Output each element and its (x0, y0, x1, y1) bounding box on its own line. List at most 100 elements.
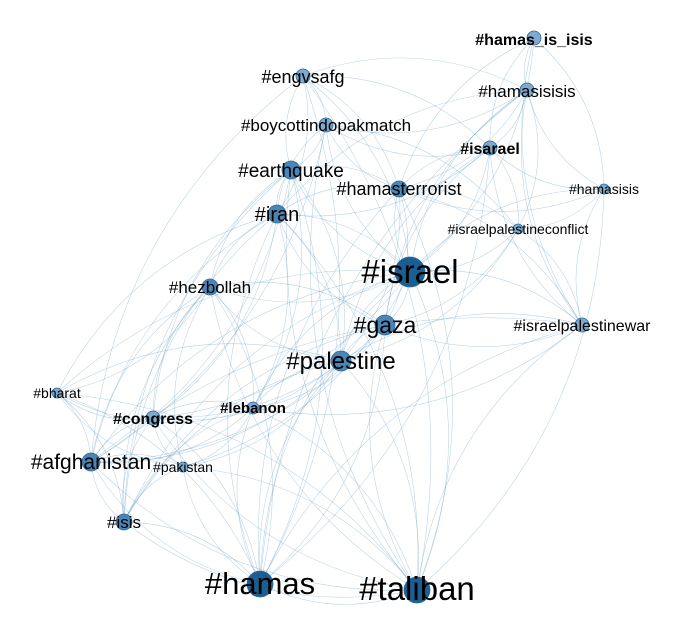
edge-palestine-bharat (56, 343, 342, 394)
edge-taliban-hamasisis (416, 188, 605, 591)
edge-iran-isarael (276, 147, 491, 217)
edge-hamasterrorist-engvsafg (302, 75, 400, 190)
edge-palestine-earthquake (290, 169, 345, 362)
node-hamasisis (598, 183, 610, 195)
edge-hamas_is_isis-israelpalestinewar (521, 37, 583, 326)
edge-taliban-bharat (56, 392, 418, 591)
edge-hamas-lebanon (236, 407, 261, 585)
edge-palestine-isis (123, 360, 342, 523)
node-label-boycottindopakmatch: #boycottindopakmatch (241, 116, 411, 135)
edge-hezbollah-pakistan (174, 286, 211, 468)
edge-iran-hamasterrorist (276, 184, 400, 215)
edge-afghanistan-engvsafg (90, 75, 304, 463)
node-label-taliban: #taliban (359, 570, 475, 607)
edge-hamasterrorist-hamasisisis (398, 89, 528, 190)
node-label-isis: #isis (107, 513, 141, 532)
edge-congress-isis (122, 417, 154, 523)
edge-afghanistan-hezbollah (90, 286, 211, 463)
node-label-hezbollah: #hezbollah (169, 278, 251, 297)
edge-taliban-engvsafg (302, 75, 432, 591)
edge-palestine-iran (276, 213, 342, 362)
edge-isarael-hamas_is_isis (489, 37, 535, 149)
node-isarael (482, 140, 498, 156)
node-pakistan (177, 461, 189, 473)
node-label-iran: #iran (255, 204, 299, 226)
node-label-hamasisis: #hamasisis (569, 181, 639, 197)
edge-israel-earthquake (290, 169, 411, 273)
edge-isarael-israelpalestineconflict (489, 147, 519, 230)
edge-hamas-isis (123, 521, 261, 585)
edge-hamas-gaza (259, 324, 386, 585)
edge-iran-hamasisisis (276, 89, 528, 215)
edge-hamas-hamasisisis (259, 89, 528, 585)
node-layer (51, 30, 610, 604)
edge-israel-hamasisis (409, 188, 605, 273)
edge-hamas-iran (227, 213, 278, 585)
edge-isarael-boycottindopakmatch (325, 124, 491, 157)
node-lebanon (246, 401, 260, 415)
edge-palestine-lebanon (252, 360, 342, 409)
edge-iran-engvsafg (276, 75, 309, 215)
node-label-israel: #israel (361, 253, 458, 290)
node-label-hamas_is_isis: #hamas_is_isis (475, 32, 593, 49)
node-hamasterrorist (390, 180, 408, 198)
edge-iran-lebanon (252, 213, 289, 409)
edge-israel-israelpalestinewar (409, 270, 583, 326)
edge-earthquake-congress (152, 169, 292, 419)
edge-israel-taliban (409, 271, 449, 591)
edge-gaza-congress (152, 324, 386, 419)
node-label-hamasisisis: #hamasisisis (478, 82, 575, 101)
node-label-hamasterrorist: #hamasterrorist (336, 179, 461, 199)
edge-hamasisis-israelpalestinewar (575, 188, 605, 326)
node-label-afghanistan: #afghanistan (31, 451, 151, 474)
node-label-lebanon: #lebanon (220, 400, 286, 417)
edge-hamas-engvsafg (259, 75, 340, 585)
edge-gaza-afghanistan (90, 324, 386, 463)
node-label-pakistan: #pakistan (153, 459, 213, 475)
edge-bharat-pakistan (56, 392, 184, 468)
edge-taliban-hezbollah (209, 286, 418, 591)
edge-israelpalestineconflict-boycottindopakmatch (325, 124, 519, 230)
node-hamas (246, 570, 274, 598)
edge-gaza-hezbollah (209, 281, 386, 326)
edge-hamasisisis-hamasisis (526, 89, 605, 190)
node-label-engvsafg: #engvsafg (261, 67, 344, 87)
edge-iran-hezbollah (209, 213, 278, 288)
edge-hamas-congress (152, 417, 261, 585)
edge-afghanistan-boycottindopakmatch (90, 124, 327, 463)
edge-taliban-boycottindopakmatch (310, 124, 418, 591)
edge-taliban-afghanistan (90, 461, 418, 591)
edge-hezbollah-lebanon (209, 286, 254, 409)
edge-taliban-palestine (340, 360, 419, 591)
node-hamasisisis (519, 82, 535, 98)
edge-hezbollah-bharat (56, 286, 211, 394)
edge-hamasterrorist-israelpalestineconflict (398, 188, 519, 230)
edge-israelpalestineconflict-israelpalestinewar (517, 228, 583, 326)
edge-taliban-pakistan (182, 466, 418, 591)
edge-israel-hamasisisis (409, 89, 528, 273)
edge-hamas-afghanistan (90, 461, 261, 585)
node-label-israelpalestinewar: #israelpalestinewar (514, 318, 652, 335)
edge-engvsafg-earthquake (285, 75, 304, 171)
edge-taliban-hamasterrorist (398, 188, 453, 591)
edge-gaza-isarael (384, 147, 491, 326)
edge-gaza-israelpalestineconflict (384, 228, 519, 326)
edge-afghanistan-lebanon (90, 407, 254, 464)
edge-israel-hamas_is_isis (409, 37, 535, 273)
node-isis (115, 513, 133, 531)
node-earthquake (281, 160, 301, 180)
edge-hamasterrorist-boycottindopakmatch (325, 124, 400, 190)
edge-hamas-israelpalestinewar (259, 324, 583, 585)
edge-israel-pakistan (182, 271, 411, 468)
edge-israel-iran (276, 213, 411, 273)
edge-hamasterrorist-earthquake (290, 165, 400, 190)
node-label-bharat: #bharat (33, 385, 81, 401)
node-iran (267, 204, 287, 224)
edge-israel-hezbollah (209, 271, 411, 303)
edge-palestine-israelpalestineconflict (340, 228, 519, 362)
edge-hezbollah-congress (152, 286, 211, 419)
node-afghanistan (81, 452, 101, 472)
edge-hamas-hamasterrorist (257, 188, 400, 585)
node-hezbollah (201, 278, 219, 296)
